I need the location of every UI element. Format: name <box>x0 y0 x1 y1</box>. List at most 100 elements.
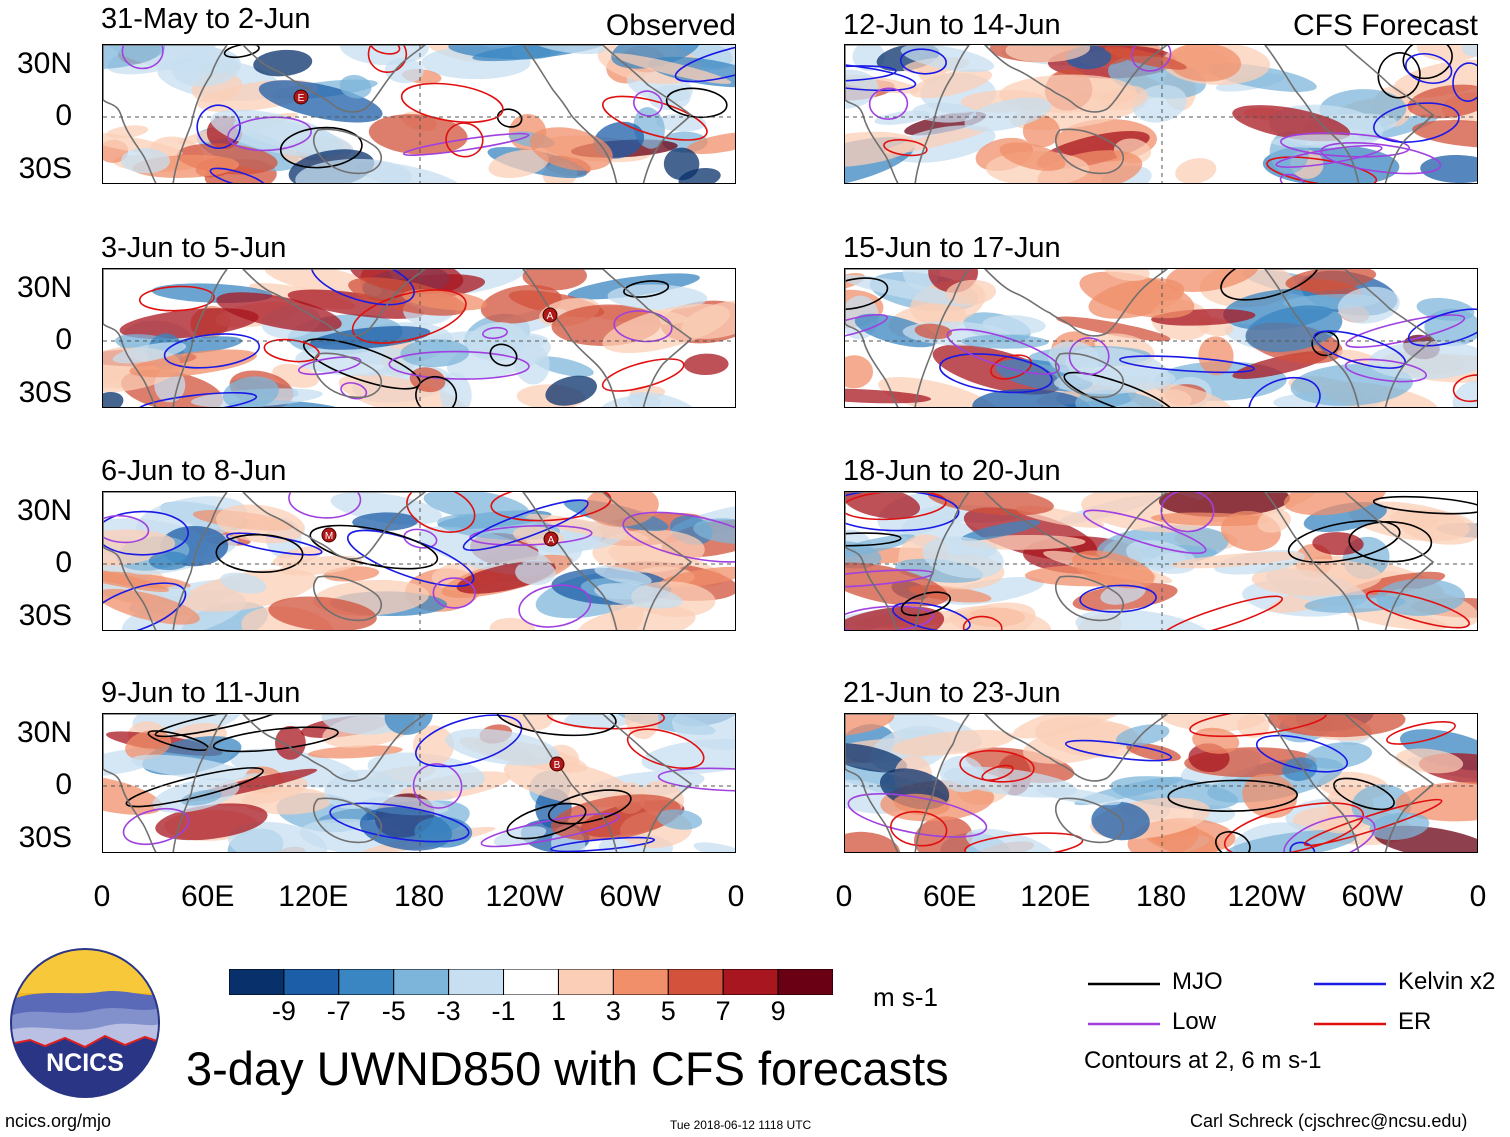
x-tick-label: 0 <box>835 880 853 913</box>
x-tick-label: 120E <box>1020 880 1091 913</box>
contour-line <box>883 139 928 157</box>
contour-line <box>964 832 1084 852</box>
wind-anomaly-blob <box>845 743 908 773</box>
contour-line <box>602 95 708 141</box>
coastline <box>241 492 427 560</box>
contour-line <box>657 767 735 792</box>
wind-anomaly-blob <box>845 540 882 569</box>
map-panel-4 <box>844 44 1478 184</box>
contour-line <box>122 807 190 846</box>
colorbar-tick-label: 5 <box>660 996 676 1026</box>
colorbar-swatch <box>338 969 395 995</box>
wind-anomaly-blob <box>295 158 412 183</box>
colorbar-swatch <box>283 969 340 995</box>
legend-label: Kelvin x2 <box>1398 968 1496 995</box>
storm-marker <box>549 756 565 772</box>
wind-anomaly-blob <box>1251 559 1382 596</box>
panel-label-observed: Observed <box>605 9 736 42</box>
coastline <box>312 797 383 844</box>
wind-anomaly-blob <box>1257 509 1291 533</box>
wind-anomaly-blob <box>1347 608 1448 630</box>
wind-anomaly-blob <box>413 725 455 766</box>
wind-anomaly-blob <box>672 714 735 751</box>
contour-line <box>845 492 960 532</box>
coastline <box>241 269 427 337</box>
panel-title-6: 18-Jun to 20-Jun <box>843 455 1061 487</box>
contour-line <box>402 132 530 157</box>
legend-line-low <box>1088 1022 1160 1026</box>
contour-line <box>623 280 670 298</box>
contour-line <box>138 285 215 312</box>
contour-line <box>279 126 363 169</box>
map-panel-7 <box>844 713 1478 853</box>
contour-line <box>847 793 988 838</box>
wind-anomaly-blob <box>845 492 921 519</box>
contour-line <box>892 602 971 630</box>
colorbar-swatch <box>503 969 559 995</box>
coastline <box>241 45 427 113</box>
wind-anomaly-blob <box>1022 115 1060 148</box>
contour-line <box>340 382 368 400</box>
footer-author: Carl Schreck (cjschrec@ncsu.edu) <box>1190 1111 1468 1131</box>
legend-line-er <box>1314 1022 1386 1026</box>
colorbar-swatch <box>667 969 724 995</box>
wind-anomaly-blob <box>656 809 703 830</box>
coastline <box>845 45 970 183</box>
map-panel-5 <box>844 268 1478 408</box>
colorbar-units: m s-1 <box>873 982 938 1012</box>
contour-line <box>415 714 523 768</box>
wind-anomaly-blob <box>466 322 528 362</box>
contour-line <box>946 328 1060 375</box>
colorbar-tick-label: 1 <box>550 996 566 1026</box>
map-panel-1: A <box>102 268 736 408</box>
wind-anomaly-blob <box>683 353 729 376</box>
contour-line <box>209 167 266 183</box>
y-tick-label: 30N <box>16 271 72 304</box>
wind-anomaly-blob <box>400 339 470 368</box>
wind-anomaly-blob <box>1150 512 1271 527</box>
coastline <box>983 714 1169 782</box>
wind-anomaly-blob <box>222 376 279 407</box>
wind-anomaly-blob <box>368 114 468 155</box>
wind-anomaly-blob <box>515 559 556 586</box>
contour-line <box>1167 779 1298 812</box>
wind-anomaly-blob <box>1165 269 1259 293</box>
wind-anomaly-blob <box>1198 336 1234 376</box>
wind-anomaly-blob <box>1072 550 1155 589</box>
contour-line <box>310 269 415 306</box>
coastline <box>521 45 693 183</box>
contour-line <box>939 353 1053 394</box>
map-svg-5 <box>845 269 1477 407</box>
y-tick-label: 30S <box>18 599 72 632</box>
wind-anomaly-blob <box>965 828 1056 852</box>
contour-line <box>899 48 947 75</box>
contour-line <box>1402 45 1453 80</box>
y-tick-label: 0 <box>55 323 72 356</box>
contour-line <box>547 789 632 825</box>
contour-line <box>1452 374 1477 403</box>
contour-line <box>845 532 902 547</box>
wind-anomaly-blob <box>594 565 652 585</box>
wind-anomaly-blob <box>423 492 530 522</box>
contour-line <box>1365 590 1471 629</box>
ncics-logo: NCICS <box>10 948 160 1098</box>
y-tick-label: 0 <box>55 768 72 801</box>
colorbar-tick-label: -3 <box>436 996 461 1026</box>
coastline <box>1263 492 1435 630</box>
contour-line <box>506 802 587 840</box>
coastline <box>312 352 383 399</box>
wind-anomaly-blob <box>1245 305 1343 353</box>
wind-anomaly-blob <box>171 48 242 87</box>
coastline <box>1054 797 1125 844</box>
contour-line <box>462 499 589 552</box>
contour-line <box>1373 102 1460 143</box>
wind-anomaly-blob <box>1192 727 1240 754</box>
wind-anomaly-blob <box>663 147 700 181</box>
contour-line <box>1215 831 1251 852</box>
wind-anomaly-blob <box>228 821 328 852</box>
contour-line <box>103 582 187 630</box>
storm-marker <box>542 307 558 323</box>
x-tick-label: 60W <box>599 880 662 913</box>
panel-title-2: 6-Jun to 8-Jun <box>101 455 287 487</box>
wind-anomaly-blob <box>103 774 163 815</box>
